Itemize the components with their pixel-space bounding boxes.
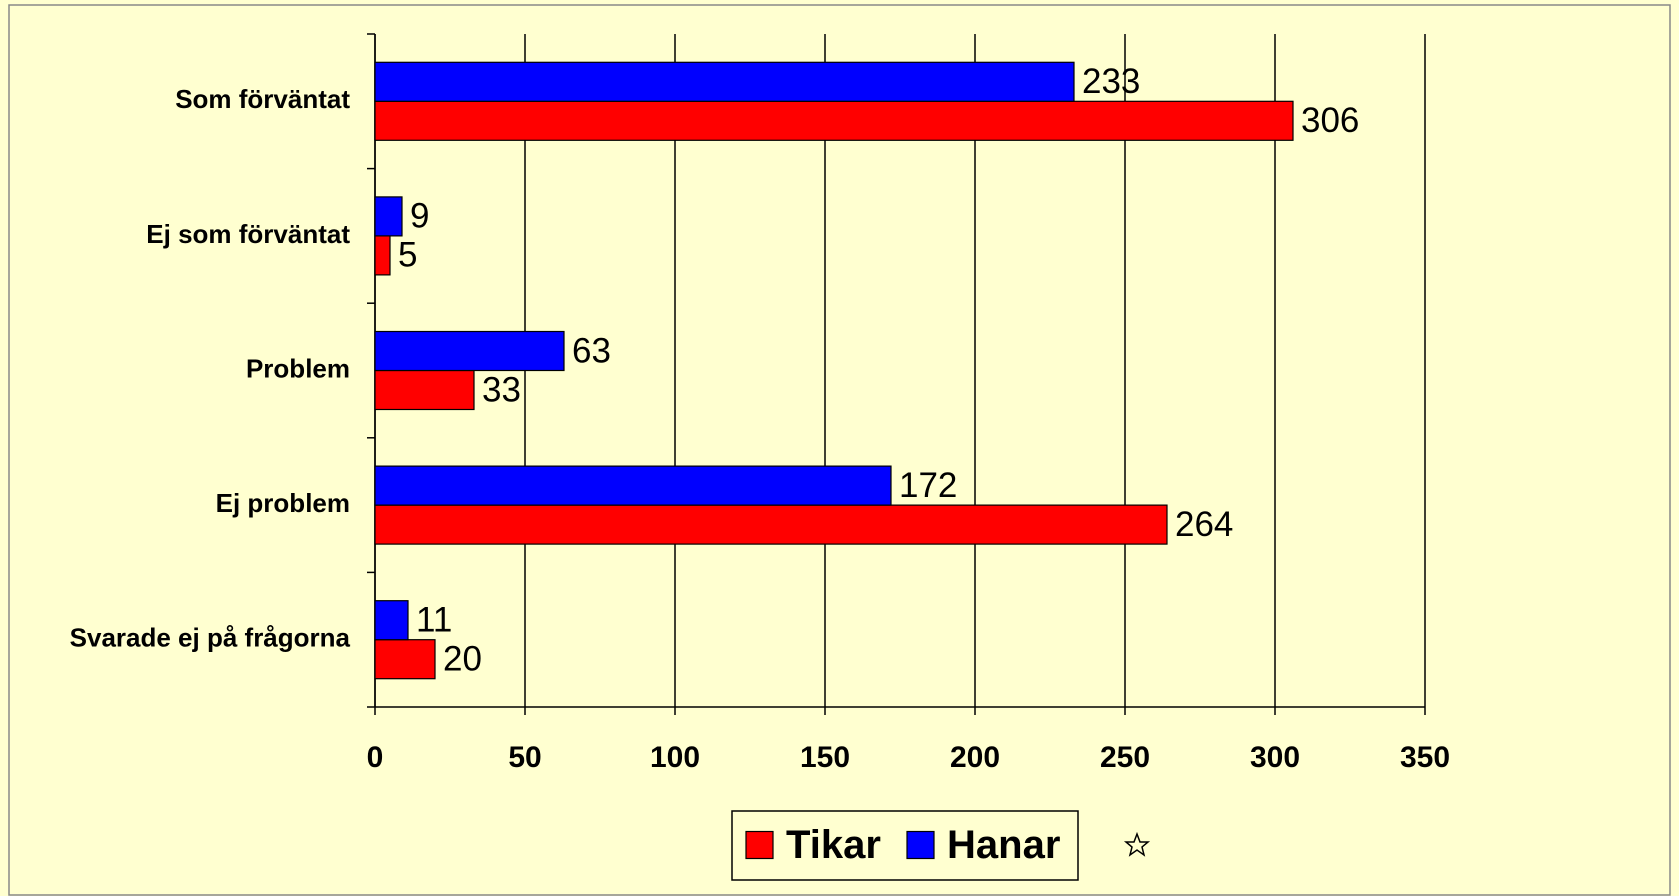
x-tick-label: 50 bbox=[508, 741, 541, 774]
x-tick-label: 150 bbox=[800, 741, 850, 774]
bar bbox=[374, 504, 1168, 545]
bar bbox=[374, 330, 565, 372]
category-label: Ej som förväntat bbox=[146, 219, 350, 249]
value-label: 33 bbox=[482, 370, 521, 409]
value-label: 264 bbox=[1175, 505, 1233, 544]
x-tick-label: 100 bbox=[650, 741, 700, 774]
value-label: 63 bbox=[572, 331, 611, 370]
legend-box bbox=[731, 810, 1079, 881]
category-label: Svarade ej på frågorna bbox=[70, 623, 351, 653]
value-label: 20 bbox=[443, 639, 482, 678]
value-label: 172 bbox=[899, 466, 957, 505]
value-label: 9 bbox=[410, 197, 429, 236]
bar bbox=[374, 369, 475, 411]
x-tick-label: 0 bbox=[367, 741, 384, 774]
legend-swatch bbox=[906, 830, 935, 860]
bar bbox=[374, 61, 1075, 102]
x-tick-label: 250 bbox=[1100, 741, 1150, 774]
x-tick-label: 200 bbox=[950, 741, 1000, 774]
bar bbox=[374, 100, 1294, 141]
x-tick-label: 300 bbox=[1250, 741, 1300, 774]
star-mark bbox=[1123, 831, 1151, 857]
bar bbox=[374, 235, 391, 276]
value-label: 233 bbox=[1082, 62, 1140, 101]
frame bbox=[8, 4, 1671, 896]
legend-label: Tikar bbox=[786, 823, 881, 867]
bar bbox=[374, 196, 403, 237]
value-label: 5 bbox=[398, 236, 417, 275]
legend-swatch bbox=[745, 830, 774, 860]
bar bbox=[374, 639, 436, 680]
value-label: 11 bbox=[416, 600, 452, 639]
bar bbox=[374, 465, 892, 506]
legend-label: Hanar bbox=[947, 823, 1060, 867]
x-tick-label: 350 bbox=[1400, 741, 1450, 774]
category-label: Problem bbox=[246, 353, 350, 383]
value-label: 306 bbox=[1301, 101, 1359, 140]
category-label: Som förväntat bbox=[175, 84, 350, 114]
bar bbox=[374, 600, 409, 641]
category-label: Ej problem bbox=[216, 488, 350, 518]
